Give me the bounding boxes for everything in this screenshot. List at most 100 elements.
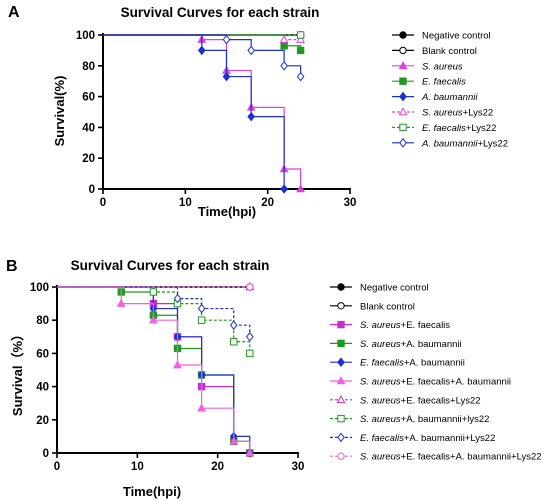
panel-b-legend-label: S. aureus+E. faecalis — [360, 320, 450, 331]
panel-a-series-2-point — [296, 184, 306, 193]
panel-b-y-axis-label: Survival（%） — [10, 328, 25, 416]
panel-a-legend-marker — [399, 123, 407, 132]
panel-a-series-4-point — [247, 111, 256, 122]
panel-b-y-tick-label: 60 — [36, 348, 49, 360]
panel-b-y-tick-label: 80 — [36, 315, 49, 327]
panel-b-series-5-point — [245, 448, 255, 457]
panel-b-y-tick-label: 100 — [30, 282, 49, 294]
panel-a-series-6-point — [296, 31, 305, 39]
panel-a-y-axis-label: Survival(%) — [52, 76, 67, 147]
panel-a-legend-entry: E. faecalis — [392, 77, 466, 88]
panel-a-series-7-point — [222, 34, 231, 45]
panel-a-series-3-point — [296, 46, 305, 55]
panel-a-legend-label: A. baumannii+Lys22 — [421, 138, 508, 149]
panel-b-letter: B — [6, 258, 18, 275]
panel-b-legend-entry: E. faecalis+A. baumannii+Lys22 — [330, 432, 495, 444]
panel-b-series-7-point — [149, 288, 158, 296]
panel-b-legend-label: S. aureus+A. baumannii — [360, 339, 462, 350]
panel-b-series-7-point — [246, 349, 254, 358]
panel-b-legend-marker — [336, 376, 346, 385]
panel-a-series-7-point — [280, 60, 288, 71]
panel-b-legend-marker — [337, 357, 345, 368]
panel-b-legend-marker — [337, 302, 345, 310]
panel-a-y-tick-label: 100 — [76, 30, 95, 42]
panel-b-series-5-point — [173, 360, 182, 369]
panel-b-legend-label: S. aureus+E. faecalis+Lys22 — [360, 395, 481, 406]
panel-a-series-7-point — [296, 71, 305, 82]
panel-b-legend-label: S. aureus+A. baumannii+lys22 — [360, 414, 489, 425]
panel-a-x-tick-label: 30 — [344, 197, 357, 209]
panel-a-plot: 0 10 20 30 0 20 40 60 80 100 — [76, 30, 357, 209]
panel-a-x-tick-label: 10 — [179, 197, 192, 209]
panel-a-legend-label: S. aureus+Lys22 — [422, 108, 493, 119]
panel-b-legend-entry: S. aureus+E. faecalis+A. baumannii — [330, 376, 511, 388]
panel-b-series-7-point — [230, 338, 238, 346]
panel-b-legend-entry: S. aureus+E. faecalis — [330, 320, 450, 331]
panel-b-legend-entry: Negative control — [330, 283, 429, 294]
panel-a: A Survival Curves for each strain Time(h… — [8, 4, 508, 219]
panel-a-legend-entry: A. baumannii — [392, 91, 478, 103]
panel-b-series-4-line — [57, 286, 251, 453]
panel-a-x-tick-label: 20 — [261, 197, 274, 209]
panel-a-legend-entry: Blank control — [392, 46, 477, 57]
panel-a-series-2-line — [103, 34, 302, 189]
panel-b-legend-marker — [337, 452, 345, 460]
panel-a-y-tick-label: 40 — [82, 122, 95, 134]
panel-b-x-tick-label: 0 — [54, 461, 60, 473]
panel-b-series-5-point — [229, 436, 239, 445]
panel-a-legend-entry: S. aureus — [392, 60, 463, 72]
panel-b-x-axis-label: Time(hpi) — [123, 484, 181, 499]
panel-b-legend-marker — [337, 320, 345, 329]
panel-b-legend: Negative control Blank control S. aureus+E… — [330, 283, 542, 463]
panel-b-legend-marker — [337, 339, 345, 348]
panel-b-legend-label: Negative control — [360, 283, 429, 294]
panel-b-x-tick-label: 10 — [131, 461, 144, 473]
panel-a-series-7-point — [247, 45, 256, 56]
panel-a-legend-label: E. faecalis+Lys22 — [422, 123, 496, 134]
panel-b-legend-label: E. faecalis+A. baumannii — [360, 358, 465, 369]
panel-a-series-4-line — [103, 34, 285, 189]
panel-a-legend-marker — [398, 60, 408, 70]
panel-a-series-3-point — [280, 42, 288, 50]
panel-b-series-8-point — [173, 293, 182, 304]
panel-b-title: Survival Curves for each strain — [71, 258, 270, 273]
panel-b-series-8-point — [245, 331, 254, 342]
panel-a-legend-label: S. aureus — [422, 61, 463, 72]
panel-a-legend-label: A. baumannii — [421, 92, 478, 103]
panel-a-series-4-point — [197, 45, 206, 56]
panel-b-legend-marker — [337, 432, 345, 443]
panel-a-y-tick-label: 80 — [82, 61, 95, 73]
panel-b-legend-label: E. faecalis+A. baumannii+Lys22 — [360, 433, 495, 444]
panel-b-y-tick-label: 20 — [36, 415, 49, 427]
panel-a-legend-entry: A. baumannii+Lys22 — [392, 137, 508, 149]
panel-b-legend-entry: S. aureus+E. faecalis+A. baumannii+Lys22 — [330, 452, 542, 463]
panel-a-y-tick-label: 60 — [82, 92, 95, 104]
panel-b-legend-marker — [337, 283, 345, 291]
panel-a-legend-marker — [398, 107, 408, 116]
panel-a-series-4-point — [222, 71, 231, 82]
panel-b-legend-label: S. aureus+E. faecalis+A. baumannii+Lys22 — [360, 452, 542, 463]
panel-b-legend-marker — [337, 414, 345, 423]
panel-a-legend-entry: E. faecalis+Lys22 — [392, 123, 496, 134]
panel-b-legend-entry: S. aureus+A. baumannii+lys22 — [330, 414, 489, 425]
panel-a-x-tick-label: 0 — [100, 197, 106, 209]
panel-b-series-7-point — [197, 316, 206, 324]
panel-a-legend: Negative control Blank control S. aureus E.… — [392, 31, 508, 149]
panel-a-legend-marker — [399, 137, 407, 148]
panel-a-letter: A — [8, 4, 20, 21]
panel-b-x-tick-label: 30 — [292, 461, 305, 473]
panel-b-series-5-point — [197, 403, 207, 412]
panel-b-series-9-point — [246, 283, 254, 291]
panel-a-series-5-point — [279, 34, 289, 43]
panel-a-x-axis-label: Time(hpi) — [198, 204, 256, 219]
panel-a-series-5-point — [296, 34, 306, 43]
panel-b-series-5-line — [57, 286, 251, 453]
panel-a-legend-marker — [399, 91, 407, 102]
panel-a-legend-entry: Negative control — [392, 31, 491, 42]
panel-b-legend-entry: E. faecalis+A. baumannii — [330, 357, 465, 369]
panel-a-y-tick-label: 0 — [89, 184, 95, 196]
panel-a-legend-marker — [399, 46, 407, 55]
panel-b-legend-entry: Blank control — [330, 301, 415, 312]
panel-b-series-5-point — [116, 298, 126, 307]
